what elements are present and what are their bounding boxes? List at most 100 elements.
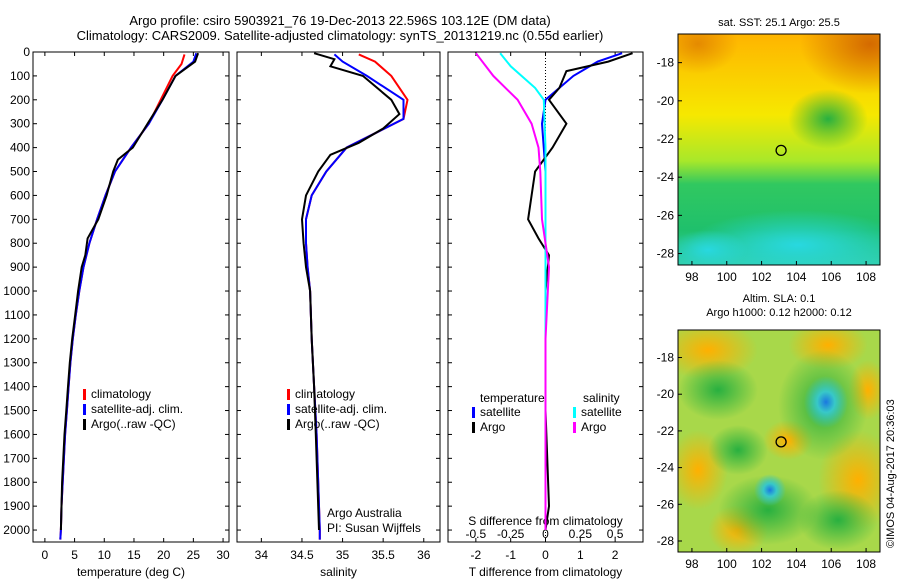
deep-low-anomaly (804, 376, 848, 428)
low-anomaly (798, 490, 878, 550)
x-axis-label: temperature (deg C) (77, 565, 185, 579)
map-y-tick-label: -24 (657, 461, 675, 475)
cool-patch (788, 89, 868, 149)
legend-label: satellite-adj. clim. (91, 402, 183, 416)
x-tick-label: -2 (471, 548, 482, 562)
map-x-tick-label: 102 (752, 557, 772, 571)
y-tick-label: 200 (10, 93, 30, 107)
y-tick-label: 1700 (3, 451, 30, 465)
map-y-tick-label: -24 (657, 170, 675, 184)
legend-heading: salinity (583, 391, 620, 405)
x-tick-label: 5 (71, 548, 78, 562)
map-x-tick-label: 98 (685, 270, 699, 284)
legend-swatch (287, 389, 290, 400)
map-frame (677, 329, 881, 553)
map-y-tick-label: -18 (657, 351, 675, 365)
y-tick-label: 1100 (4, 308, 30, 322)
low-anomaly (708, 425, 768, 475)
x2-tick-label: 0.25 (569, 527, 593, 541)
y-tick-label: 700 (10, 212, 30, 226)
legend-swatch (573, 422, 576, 433)
legend-swatch (573, 407, 576, 418)
legend-label: satellite (480, 405, 521, 419)
argo-position-marker (775, 436, 787, 448)
chart-title-line2: Climatology: CARS2009. Satellite-adjuste… (76, 28, 604, 43)
low-anomaly (678, 360, 758, 420)
map-y-tick-label: -26 (657, 208, 675, 222)
map-x-tick-label: 100 (717, 270, 737, 284)
y-tick-label: 1900 (3, 499, 30, 513)
map-x-tick-label: 104 (786, 557, 806, 571)
map-y-tick-label: -28 (657, 247, 675, 261)
x-tick-label: 34 (255, 548, 269, 562)
x-tick-label: 0 (542, 548, 549, 562)
map-y-tick-label: -22 (657, 424, 675, 438)
map-x-tick-label: 104 (786, 270, 806, 284)
y-tick-label: 1300 (3, 356, 30, 370)
plot-frame-2 (236, 51, 441, 543)
sla-map (678, 330, 880, 552)
x-tick-label: 15 (127, 548, 141, 562)
map-x-tick-label: 100 (717, 557, 737, 571)
x-tick-label: 20 (157, 548, 171, 562)
series-line-argo---raw--qc- (300, 52, 401, 531)
map-y-tick-label: -18 (657, 56, 675, 70)
y-tick-label: 900 (10, 260, 30, 274)
legend-heading: temperature (480, 391, 545, 405)
y-tick-label: 500 (10, 165, 30, 179)
deep-low-anomaly (754, 474, 786, 506)
cold-patch (678, 230, 748, 265)
argo-position-marker (775, 144, 787, 157)
y-tick-label: 1000 (3, 284, 30, 298)
plot-frame-1 (32, 51, 230, 543)
x-tick-label: 2 (612, 548, 619, 562)
legend-swatch (287, 404, 290, 415)
note-text: Argo Australia (327, 506, 402, 520)
legend-label: satellite (581, 405, 622, 419)
series-line-argo (475, 52, 551, 530)
x2-tick-label: 0.5 (607, 527, 624, 541)
x2-tick-label: -0.25 (497, 527, 525, 541)
low-anomaly (718, 475, 818, 545)
map-y-tick-label: -26 (657, 497, 675, 511)
map-y-tick-label: -20 (657, 387, 675, 401)
x-tick-label: 35.5 (371, 548, 395, 562)
y-tick-label: 1400 (3, 380, 30, 394)
series-line-argo---raw--qc- (59, 52, 200, 531)
x-axis-label: T difference from climatology (469, 565, 623, 579)
legend-swatch (83, 389, 86, 400)
y-tick-label: 1800 (3, 475, 30, 489)
legend-swatch (83, 419, 86, 430)
x-tick-label: 35 (336, 548, 350, 562)
x-tick-label: 36 (417, 548, 431, 562)
x-axis-label: salinity (320, 565, 357, 579)
legend-swatch (83, 404, 86, 415)
y-tick-label: 1200 (3, 332, 30, 346)
y-tick-label: 600 (10, 188, 30, 202)
map-title: Argo h1000: 0.12 h2000: 0.12 (706, 307, 852, 319)
x-tick-label: 0 (42, 548, 49, 562)
x-tick-label: 34.5 (290, 548, 314, 562)
map-x-tick-label: 108 (856, 557, 876, 571)
x2-tick-label: 0 (542, 527, 549, 541)
legend-label: climatology (295, 387, 355, 401)
legend-label: Argo (581, 420, 607, 434)
map-title: sat. SST: 25.1 Argo: 25.5 (718, 17, 840, 29)
legend-swatch (287, 419, 290, 430)
map-title: Altim. SLA: 0.1 (743, 293, 816, 305)
y-tick-label: 0 (23, 45, 30, 59)
chart-title-line1: Argo profile: csiro 5903921_76 19-Dec-20… (129, 13, 551, 28)
x-tick-label: 1 (577, 548, 584, 562)
x-tick-label: 10 (98, 548, 112, 562)
legend-label: Argo (480, 420, 506, 434)
map-x-tick-label: 102 (752, 270, 772, 284)
legend-swatch (472, 407, 475, 418)
legend-swatch (472, 422, 475, 433)
x2-tick-label: -0.5 (466, 527, 487, 541)
map-y-tick-label: -20 (657, 94, 675, 108)
legend-label: satellite-adj. clim. (295, 402, 387, 416)
note-text: PI: Susan Wijffels (327, 521, 421, 535)
warm-patch (800, 34, 880, 94)
x-tick-label: -1 (505, 548, 516, 562)
